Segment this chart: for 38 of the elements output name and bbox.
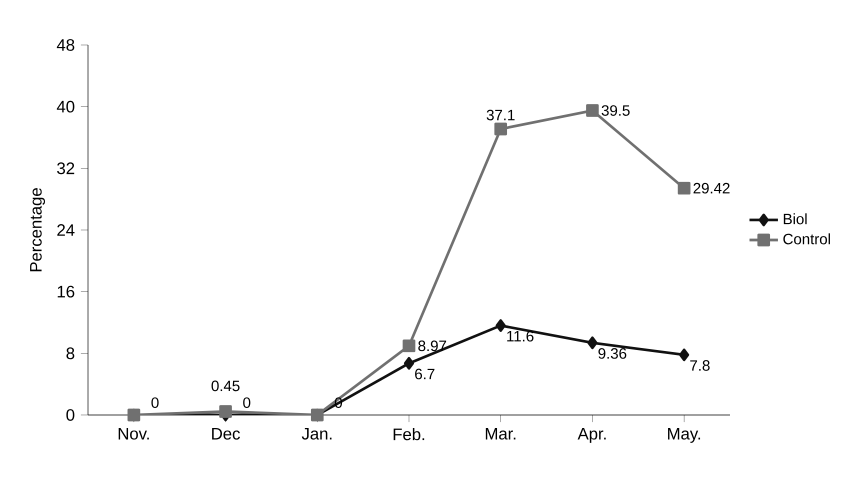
x-tick-label: Apr. [578, 428, 606, 443]
point [404, 357, 414, 370]
point [219, 405, 232, 418]
data-label: 0 [334, 397, 342, 408]
y-tick-label: 0 [66, 409, 74, 421]
y-tick-label: 48 [56, 39, 74, 51]
y-tick-label: 40 [56, 100, 74, 113]
x-tick-label: Feb. [394, 428, 424, 440]
data-label: 37.1 [486, 110, 515, 120]
x-tick-label: Mar. [486, 428, 516, 440]
x-tick-label: Jan. [302, 428, 332, 440]
data-label: 29.42 [694, 182, 730, 194]
data-label: 0.45 [212, 380, 240, 392]
point [496, 319, 506, 332]
point [494, 122, 508, 136]
point [402, 340, 416, 352]
point [587, 336, 598, 350]
y-tick-label: 24 [57, 224, 75, 236]
y-tick-label: 32 [57, 162, 74, 174]
data-label: 9.36 [598, 348, 626, 359]
data-label: 0 [151, 397, 159, 408]
data-label: 11.6 [507, 330, 534, 342]
legend-label: Biol [784, 213, 807, 224]
data-label: 8.97 [418, 340, 446, 352]
data-label: 7.8 [690, 360, 710, 371]
y-tick-label: 16 [58, 286, 74, 298]
x-tick-label: Dec [212, 428, 240, 440]
point [678, 182, 690, 195]
data-label: 6.7 [415, 368, 434, 380]
x-tick-label: May. [668, 428, 700, 443]
point [586, 104, 599, 117]
legend-label: Control [783, 233, 830, 244]
point [679, 348, 690, 362]
x-tick-label: Nov. [118, 428, 149, 440]
y-axis-title: Percentage [30, 188, 46, 272]
y-tick-label: 8 [66, 347, 74, 360]
data-label: 0 [243, 397, 250, 408]
data-label: 39.5 [602, 105, 630, 116]
